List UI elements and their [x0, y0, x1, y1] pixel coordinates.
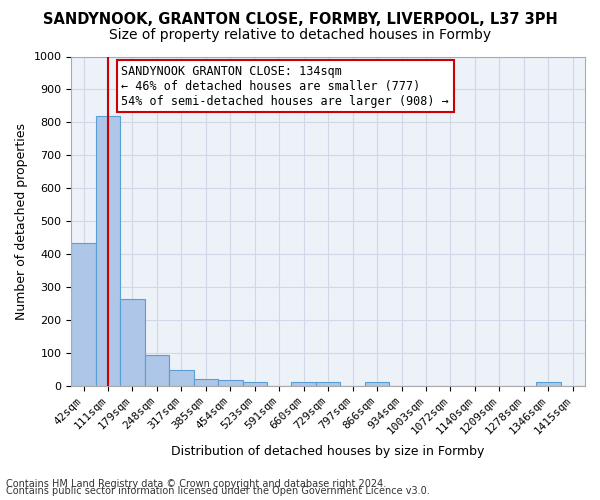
Y-axis label: Number of detached properties: Number of detached properties	[15, 122, 28, 320]
Bar	[218, 380, 242, 386]
Text: Size of property relative to detached houses in Formby: Size of property relative to detached ho…	[109, 28, 491, 42]
Text: Contains HM Land Registry data © Crown copyright and database right 2024.: Contains HM Land Registry data © Crown c…	[6, 479, 386, 489]
Bar	[194, 378, 218, 386]
Bar	[71, 242, 96, 386]
X-axis label: Distribution of detached houses by size in Formby: Distribution of detached houses by size …	[172, 444, 485, 458]
Text: SANDYNOOK, GRANTON CLOSE, FORMBY, LIVERPOOL, L37 3PH: SANDYNOOK, GRANTON CLOSE, FORMBY, LIVERP…	[43, 12, 557, 28]
Bar	[316, 382, 340, 386]
Bar	[120, 298, 145, 386]
Text: Contains public sector information licensed under the Open Government Licence v3: Contains public sector information licen…	[6, 486, 430, 496]
Bar	[365, 382, 389, 386]
Bar	[536, 382, 560, 386]
Bar	[96, 116, 120, 386]
Bar	[169, 370, 194, 386]
Bar	[242, 382, 267, 386]
Bar	[145, 356, 169, 386]
Bar	[292, 382, 316, 386]
Text: SANDYNOOK GRANTON CLOSE: 134sqm
← 46% of detached houses are smaller (777)
54% o: SANDYNOOK GRANTON CLOSE: 134sqm ← 46% of…	[121, 64, 449, 108]
